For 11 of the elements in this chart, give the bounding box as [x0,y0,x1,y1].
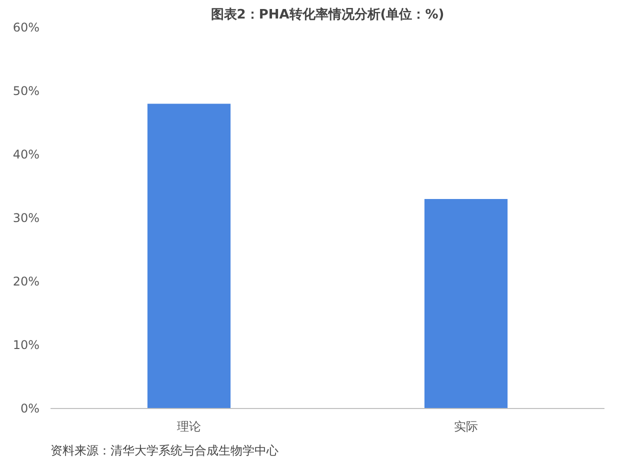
y-tick-label: 40% [12,148,40,162]
x-tick-label: 实际 [454,420,478,434]
y-tick-label: 0% [20,402,40,416]
y-tick-label: 60% [12,20,40,34]
text: 资料来源：清华大学系统与合成生物学中心 [50,444,278,458]
y-tick-label: 20% [12,274,40,288]
y-tick-label: 10% [12,338,40,352]
chart-title: 图表2：PHA转化率情况分析(单位：%) [210,6,444,22]
x-tick-label: 理论 [177,420,201,434]
y-tick-label: 30% [12,211,40,225]
y-tick-label: 50% [12,84,40,98]
